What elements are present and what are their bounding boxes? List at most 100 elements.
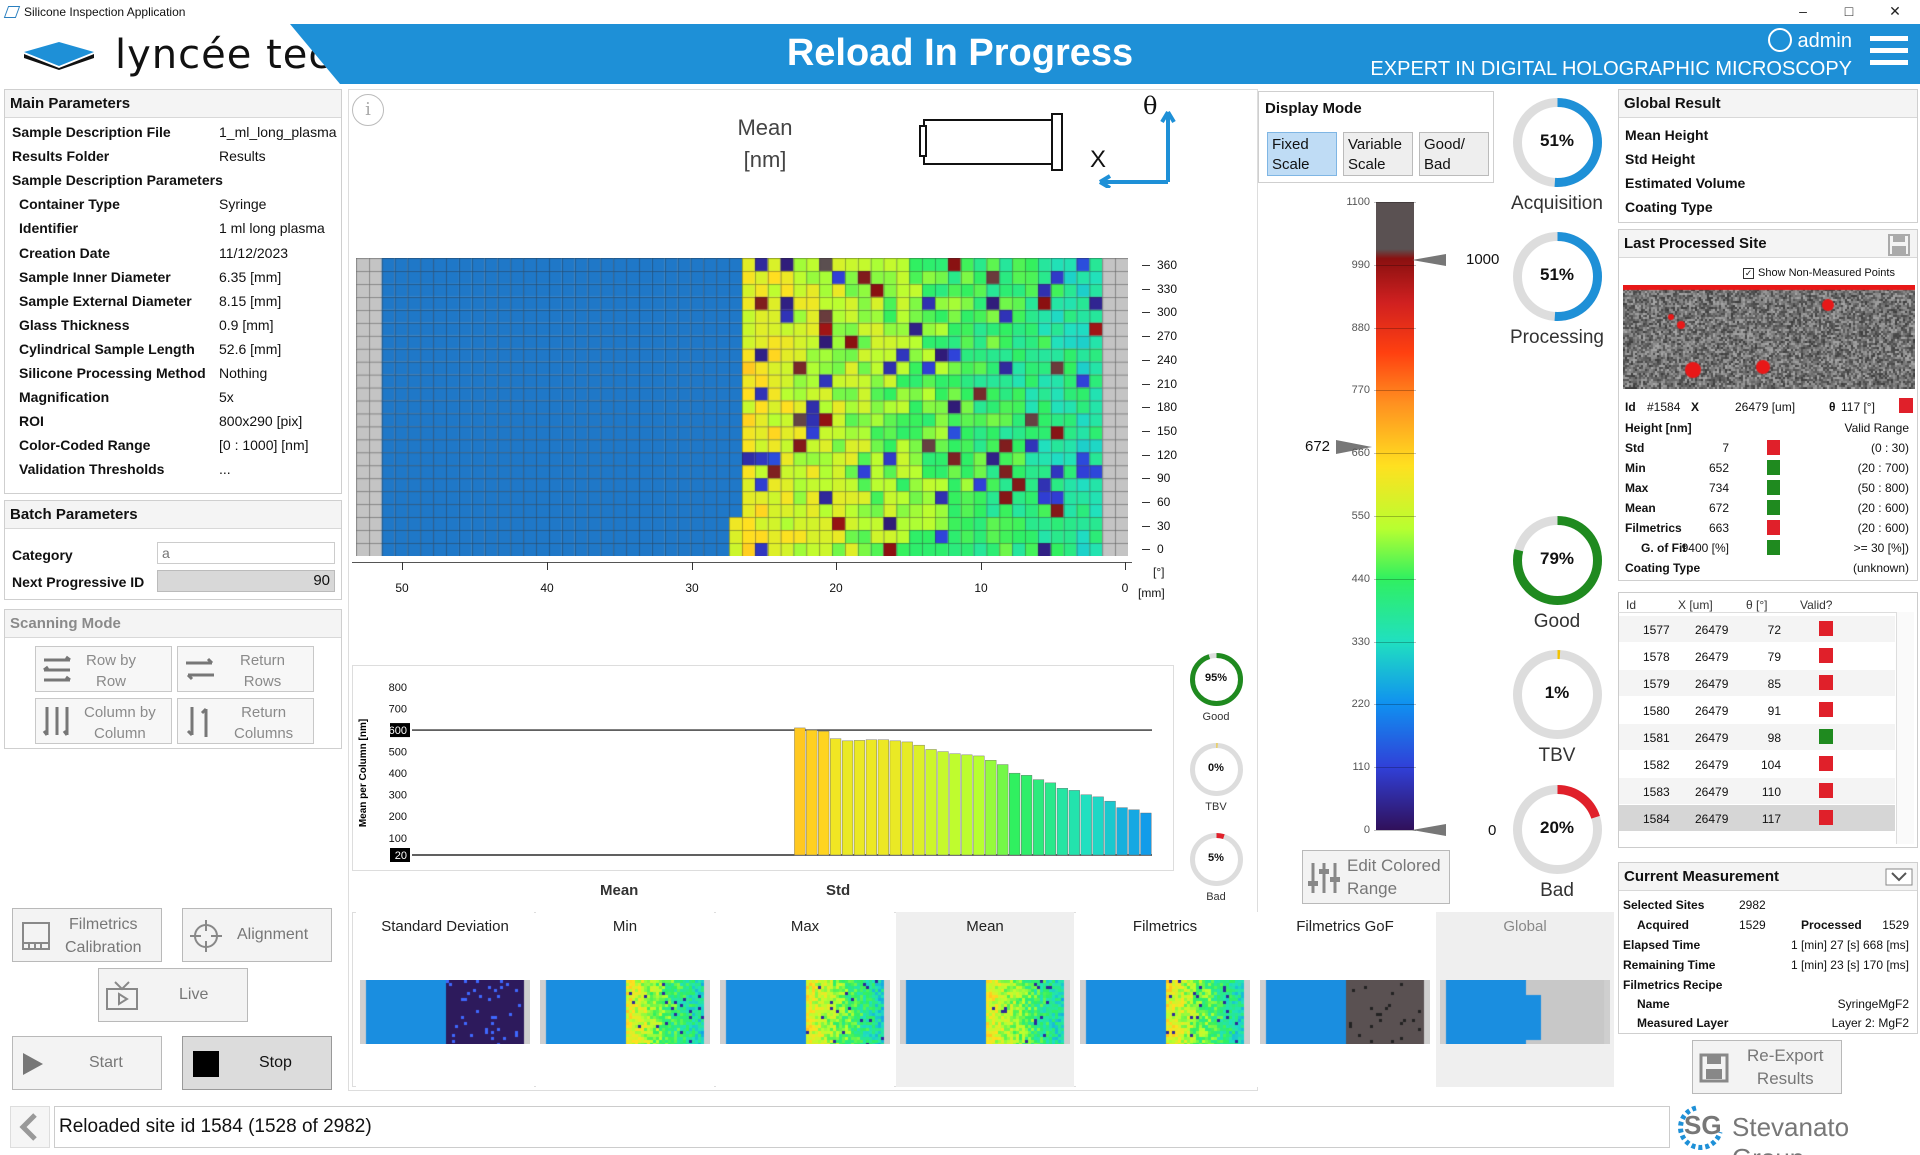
std-tab[interactable]: Std	[826, 882, 851, 899]
selected-sites-value: 2982	[1739, 898, 1766, 912]
bar-column	[1140, 812, 1152, 856]
row-x: 26479	[1695, 812, 1729, 826]
heatmap-x-tick: 30	[685, 581, 699, 595]
thumbnail-min[interactable]: Min	[536, 912, 714, 1087]
param-label: Silicone Processing Method	[19, 365, 206, 381]
return-rows-button[interactable]: Return Rows	[177, 646, 314, 692]
thumbnail-filmetrics-gof[interactable]: Filmetrics GoF	[1256, 912, 1434, 1087]
hamburger-menu-icon[interactable]	[1870, 36, 1908, 70]
return-columns-button[interactable]: Return Columns	[177, 698, 314, 744]
live-button[interactable]: Live	[98, 968, 248, 1022]
color-scale-tick: 660	[1351, 447, 1370, 460]
table-row[interactable]: 1577 26479 72	[1619, 616, 1895, 642]
filmetrics-calibration-button[interactable]: Filmetrics Calibration	[12, 908, 162, 962]
save-disk-icon	[1699, 1053, 1729, 1083]
stop-button[interactable]: Stop	[182, 1036, 332, 1090]
heatmap-y-tick: 30	[1157, 518, 1171, 533]
re-export-label: Re-Export Results	[1747, 1046, 1824, 1088]
table-row[interactable]: 1579 26479 85	[1619, 670, 1895, 696]
global-result-title: Global Result	[1619, 90, 1917, 118]
heatmap-y-tick: 120	[1157, 447, 1178, 462]
table-header-3[interactable]: Valid?	[1800, 598, 1833, 612]
table-row[interactable]: 1583 26479 110	[1619, 778, 1895, 804]
column-by-column-button[interactable]: Column by Column	[35, 698, 172, 744]
return-columns-icon	[186, 707, 208, 737]
color-scale-tick: 990	[1351, 258, 1370, 271]
table-row[interactable]: 1582 26479 104	[1619, 751, 1895, 777]
heatmap-y-tick-mark	[1142, 430, 1150, 432]
param-label: Color-Coded Range	[19, 437, 151, 454]
table-scrollbar[interactable]	[1896, 612, 1914, 844]
table-header-2[interactable]: θ [°]	[1746, 598, 1768, 612]
alignment-button[interactable]: Alignment	[182, 908, 332, 962]
bar-column	[794, 727, 806, 856]
minimize-button[interactable]: –	[1799, 3, 1807, 19]
mean-tab[interactable]: Mean	[600, 882, 639, 899]
row-by-row-button[interactable]: Row by Row	[35, 646, 172, 692]
table-header-1[interactable]: X [um]	[1678, 598, 1713, 612]
show-nonmeasured-checkbox[interactable]: ✓ Show Non-Measured Points	[1743, 267, 1895, 279]
bar-column	[985, 760, 997, 856]
variable-scale-button[interactable]: Variable Scale	[1343, 132, 1413, 176]
back-button[interactable]	[10, 1106, 50, 1148]
sliders-icon	[1308, 863, 1340, 893]
row-theta: 91	[1767, 704, 1781, 718]
thumbnail-label: Global	[1503, 918, 1547, 935]
live-label: Live	[179, 986, 209, 1003]
row-valid-indicator	[1819, 675, 1833, 690]
bar-chart-ylabel: Mean per Column [nm]	[358, 719, 369, 827]
table-header-0[interactable]: Id	[1626, 598, 1637, 612]
save-icon[interactable]	[1887, 234, 1911, 256]
thumbnail-image	[360, 980, 530, 1044]
collapse-chevron-icon[interactable]	[1885, 868, 1913, 886]
fixed-scale-button[interactable]: Fixed Scale	[1267, 132, 1337, 176]
heatmap-y-tick-mark	[1142, 383, 1150, 385]
table-row[interactable]: 1584 26479 117	[1619, 805, 1895, 831]
upper-limit-marker-icon[interactable]	[1410, 250, 1448, 270]
table-row[interactable]: 1578 26479 79	[1619, 643, 1895, 669]
height-metric-label: Std	[1625, 441, 1645, 455]
info-icon[interactable]: i	[352, 94, 384, 126]
start-button[interactable]: Start	[12, 1036, 162, 1090]
heatmap-x-tick-mark	[402, 562, 403, 570]
thumbnail-filmetrics[interactable]: Filmetrics	[1076, 912, 1254, 1087]
color-scale-gridline	[1374, 578, 1416, 580]
thumbnail-max[interactable]: Max	[716, 912, 894, 1087]
param-value: Results	[219, 148, 266, 165]
lower-limit-marker-icon[interactable]	[1410, 820, 1448, 840]
bar-column	[830, 738, 842, 856]
edit-colored-range-button[interactable]: Edit Colored Range	[1302, 850, 1450, 904]
metric-valid-range: (20 : 700)	[1857, 461, 1909, 475]
good-bad-button[interactable]: Good/ Bad	[1419, 132, 1489, 176]
acquisition-percent: 51%	[1539, 131, 1575, 150]
site-table[interactable]	[1618, 592, 1918, 848]
color-scale-gridline	[1374, 704, 1416, 706]
re-export-results-button[interactable]: Re-Export Results	[1692, 1040, 1842, 1094]
column-by-column-label: Column by Column	[84, 704, 156, 742]
next-id-field[interactable]: 90	[157, 570, 335, 592]
table-row[interactable]: 1580 26479 91	[1619, 697, 1895, 723]
color-scale-tick: 550	[1351, 510, 1370, 522]
user-menu[interactable]: admin	[1767, 28, 1852, 53]
heatmap-y-tick-mark	[1142, 478, 1150, 480]
good-label: Good	[1533, 611, 1581, 632]
thumbnail-image	[1260, 980, 1430, 1044]
height-metric-label: Max	[1625, 481, 1649, 495]
row-valid-indicator	[1819, 648, 1833, 663]
column-bad-donut	[1189, 832, 1243, 886]
category-input[interactable]	[157, 542, 335, 564]
close-button[interactable]: ✕	[1889, 3, 1901, 19]
thumbnail-mean[interactable]: Mean	[896, 912, 1074, 1087]
acquired-value: 1529	[1739, 918, 1766, 932]
thumbnail-standard-deviation[interactable]: Standard Deviation	[356, 912, 534, 1087]
bar-column	[997, 764, 1009, 856]
thumbnail-global[interactable]: Global	[1436, 912, 1614, 1087]
param-value: 1 ml long plasma	[219, 220, 325, 237]
site-id-value: #1584	[1647, 400, 1681, 414]
row-valid-indicator	[1819, 621, 1833, 636]
bar-column	[1068, 790, 1080, 856]
maximize-button[interactable]: □	[1844, 3, 1854, 19]
table-row[interactable]: 1581 26479 98	[1619, 724, 1895, 750]
mean-heatmap[interactable]	[356, 258, 1128, 556]
site-valid-indicator	[1899, 398, 1913, 413]
